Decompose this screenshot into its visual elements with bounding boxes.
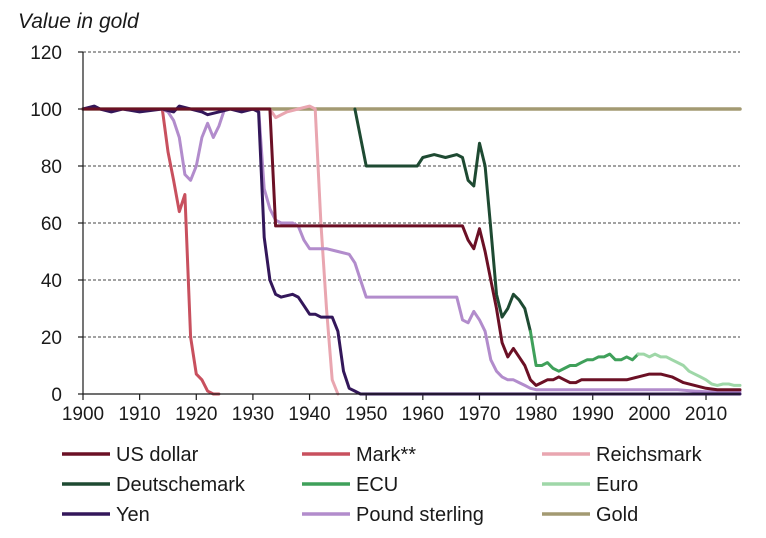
series-line-us-dollar [81,107,742,392]
y-tick-label: 80 [41,157,62,178]
legend-label-reichsmark: Reichsmark [596,444,703,466]
x-tick-label: 2000 [628,404,670,425]
legend-label-gold: Gold [596,504,638,526]
legend-label-euro: Euro [596,474,638,496]
y-tick-label: 0 [51,385,62,406]
series-line-euro [636,352,742,387]
legend-label-mark: Mark** [356,444,416,466]
x-tick-label: 1940 [288,404,330,425]
series-line-ecu [528,329,640,373]
y-tick-label: 20 [41,328,62,349]
y-tick-label: 100 [30,100,62,121]
legend-label-ecu: ECU [356,474,398,496]
x-tick-label: 1950 [345,404,387,425]
y-tick-label: 40 [41,271,62,292]
series-line-reichsmark [217,104,340,396]
x-axis-ticks: 1900 1910 1920 1930 1940 1950 1960 1970 1980 1990… [62,394,727,425]
series-line-mark [81,107,221,396]
x-tick-label: 1930 [232,404,274,425]
x-tick-label: 1920 [175,404,217,425]
x-tick-label: 1970 [458,404,500,425]
series-lines [81,104,742,396]
x-tick-label: 2010 [685,404,727,425]
series-line-pound-sterling [81,107,742,394]
gridlines [83,51,740,338]
legend-label-pound-sterling: Pound sterling [356,504,484,526]
series-line-deutschemark [353,107,532,333]
legend: US dollar Mark** Reichsmark Deutschemark ECU… [62,444,703,526]
x-tick-label: 1960 [402,404,444,425]
y-tick-label: 60 [41,214,62,235]
y-tick-label: 120 [30,43,62,64]
legend-label-yen: Yen [116,504,150,526]
legend-label-deutschemark: Deutschemark [116,474,246,496]
x-tick-label: 1980 [515,404,557,425]
x-tick-label: 1910 [118,404,160,425]
x-tick-label: 1900 [62,404,104,425]
legend-label-us-dollar: US dollar [116,444,199,466]
x-tick-label: 1990 [572,404,614,425]
y-axis-ticks: 0 20 40 60 80 100 120 [30,43,83,406]
y-axis-label: Value in gold [18,10,140,33]
